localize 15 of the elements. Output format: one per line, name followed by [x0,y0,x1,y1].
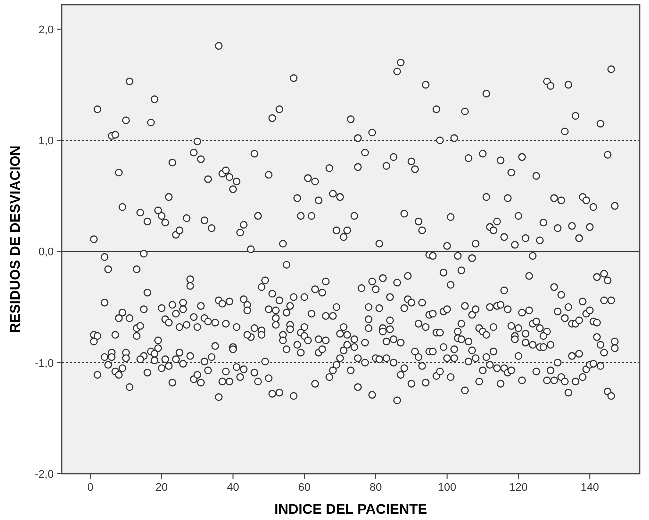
y-axis-title: RESIDUOS DE DESVIACION [7,146,23,334]
x-tick-label: 140 [580,482,600,494]
y-tick-label: -2,0 [35,469,54,481]
y-tick-label: 2,0 [38,24,54,36]
y-tick-label: 1,0 [38,136,54,148]
x-tick-label: 0 [87,482,94,494]
x-tick-label: 20 [156,482,168,494]
y-tick-label: -1,0 [35,358,54,370]
x-tick-label: 120 [510,482,528,494]
x-tick-label: 60 [298,482,311,494]
x-tick-label: 40 [227,482,240,494]
x-axis-title: INDICE DEL PACIENTE [274,501,428,517]
x-tick-label: 80 [370,482,382,494]
y-tick-label: 0,0 [38,246,54,259]
x-tick-label: 100 [438,482,457,494]
